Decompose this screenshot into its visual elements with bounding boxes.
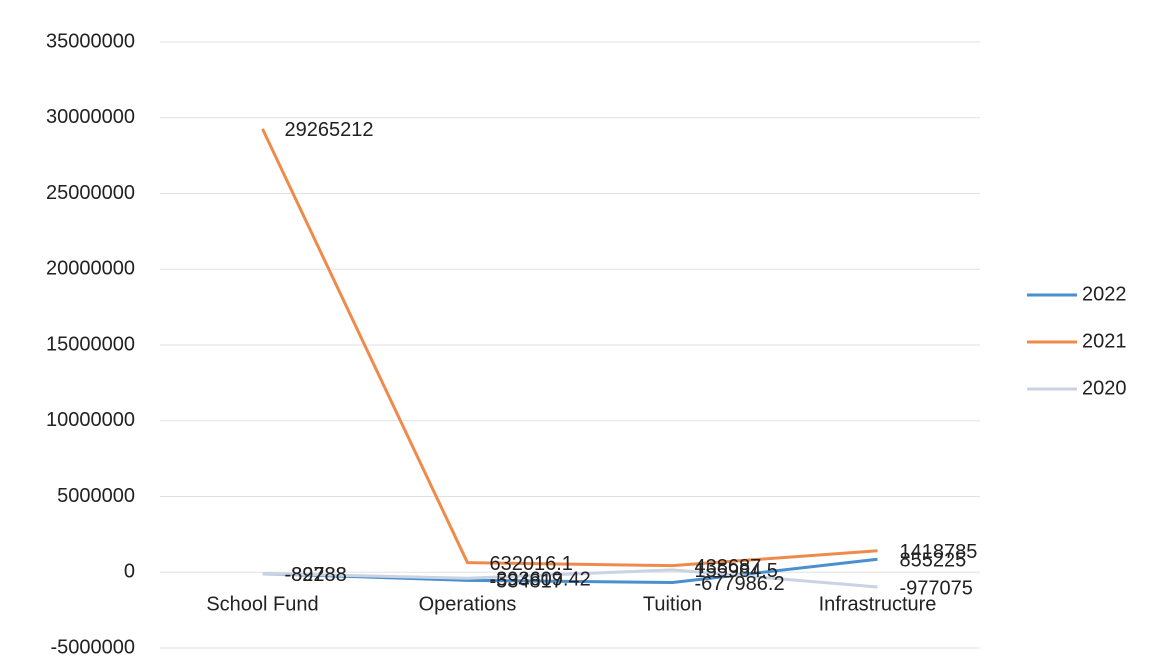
x-tick-label: Operations bbox=[419, 594, 517, 616]
data-label: 632016.1 bbox=[490, 553, 573, 575]
x-tick-label: Tuition bbox=[643, 594, 702, 616]
legend-label: 2021 bbox=[1082, 330, 1127, 352]
data-label: 855225 bbox=[900, 550, 967, 572]
y-tick-label: 25000000 bbox=[46, 182, 135, 204]
legend-label: 2022 bbox=[1082, 283, 1127, 305]
series-line bbox=[262, 568, 878, 589]
y-tick-label: 20000000 bbox=[46, 258, 135, 280]
data-label: 1418785 bbox=[900, 541, 978, 563]
x-tick-label: School Fund bbox=[206, 594, 318, 616]
y-tick-label: 5000000 bbox=[57, 485, 135, 507]
data-label: 438687 bbox=[695, 556, 762, 578]
y-tick-label: 30000000 bbox=[46, 106, 135, 128]
data-label: -82288 bbox=[285, 564, 347, 586]
x-tick-label: Infrastructure bbox=[819, 594, 937, 616]
legend-label: 2020 bbox=[1082, 377, 1127, 399]
data-label: 155984.5 bbox=[695, 560, 778, 582]
y-tick-label: -5000000 bbox=[50, 636, 135, 658]
data-label: -393609.42 bbox=[490, 568, 591, 590]
data-label: -89788 bbox=[285, 564, 347, 586]
data-label: -534817 bbox=[490, 571, 563, 593]
data-label: -677986.2 bbox=[695, 573, 785, 595]
y-tick-label: 0 bbox=[124, 561, 135, 583]
y-tick-label: 10000000 bbox=[46, 409, 135, 431]
data-label: -977075 bbox=[900, 577, 973, 599]
y-tick-label: 35000000 bbox=[46, 30, 135, 52]
data-label: 29265212 bbox=[285, 119, 374, 141]
series-line bbox=[261, 128, 878, 568]
y-tick-label: 15000000 bbox=[46, 333, 135, 355]
